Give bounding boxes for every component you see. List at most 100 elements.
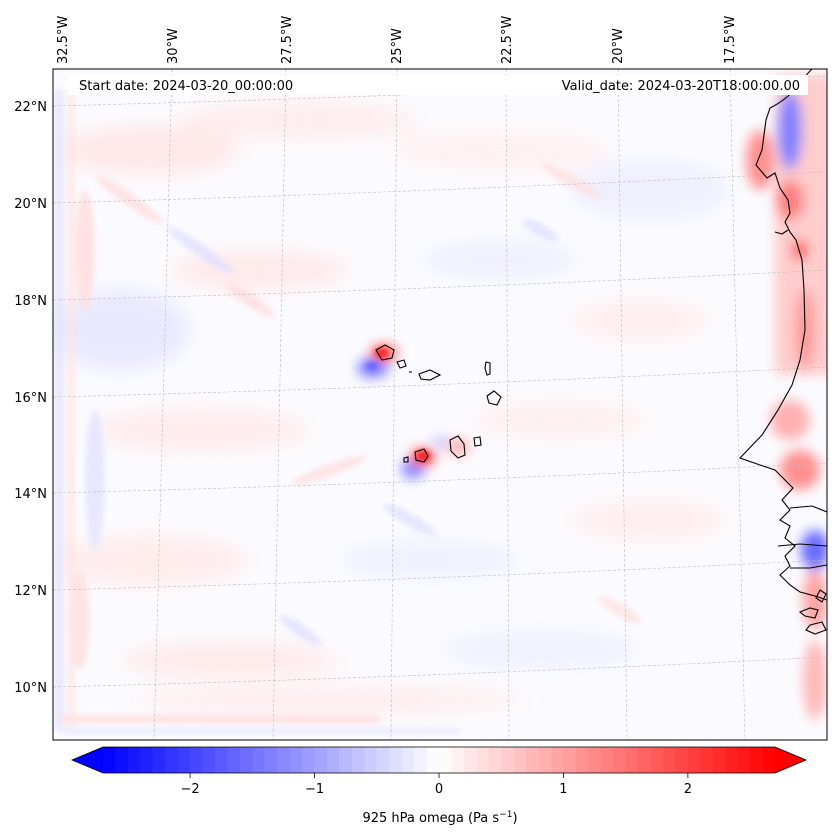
colorbar-segment (264, 747, 278, 773)
colorbar-segment (127, 747, 141, 773)
island-santiago (449, 435, 466, 459)
latitude-labels: 22°N 20°N 18°N 16°N 14°N 12°N 10°N (14, 100, 47, 696)
lon-label: 32.5°W (56, 16, 71, 64)
colorbar-segment (737, 747, 751, 773)
colorbar-segment (314, 747, 328, 773)
colorbar-outline (70, 746, 808, 774)
colorbar-segment (588, 747, 602, 773)
colorbar-segment (239, 747, 253, 773)
colorbar-title-close: ) (512, 811, 517, 826)
colorbar-segment (700, 747, 714, 773)
colorbar-segment (575, 747, 589, 773)
colorbar-extend-max (775, 747, 806, 773)
colorbar-segment (364, 747, 378, 773)
lat-label: 18°N (14, 294, 47, 309)
colorbar-segment (513, 747, 527, 773)
lat-label: 14°N (14, 487, 47, 502)
lon-label: 17.5°W (723, 16, 738, 64)
colorbar-segment (327, 747, 340, 773)
colorbar-tick-label: 0 (435, 782, 443, 797)
colorbar-title-main: 925 hPa omega (Pa s (362, 811, 499, 826)
colorbar-segment (613, 747, 627, 773)
colorbar-segment (538, 747, 552, 773)
colorbar-segment (227, 747, 241, 773)
colorbar: −2 −1 0 1 2 925 hPa omega (Pa s−1) (70, 746, 808, 826)
colorbar-tick-label: 1 (559, 782, 567, 797)
date-banner (68, 75, 808, 95)
colorbar-segment (451, 747, 465, 773)
colorbar-segment (389, 747, 403, 773)
colorbar-segment (725, 747, 739, 773)
colorbar-segment (376, 747, 390, 773)
colorbar-segment (277, 747, 291, 773)
map-panel: Start date: 2024-03-20_00:00:00 Valid_da… (53, 69, 827, 740)
colorbar-segment (501, 747, 515, 773)
africa-coastline (739, 69, 827, 601)
lat-label: 10°N (14, 681, 47, 696)
lon-label: 20°W (611, 28, 626, 64)
colorbar-segment (762, 747, 776, 773)
gridlines (53, 69, 827, 740)
colorbar-segment (563, 747, 577, 773)
colorbar-segment (551, 747, 564, 773)
start-date-label: Start date: 2024-03-20_00:00:00 (79, 79, 293, 94)
island-boa-vista (486, 390, 502, 406)
colorbar-segment (675, 747, 689, 773)
colorbar-extend-min (72, 747, 103, 773)
colorbar-segments (103, 747, 776, 773)
colorbar-segment (289, 747, 303, 773)
lon-label: 25°W (390, 28, 405, 64)
colorbar-segment (663, 747, 676, 773)
colorbar-tick-label: −2 (181, 782, 200, 797)
lat-label: 16°N (14, 391, 47, 406)
colorbar-segment (202, 747, 216, 773)
colorbar-segment (414, 747, 427, 773)
colorbar-segment (215, 747, 228, 773)
colorbar-tick-label: 2 (684, 782, 692, 797)
island-sal (484, 361, 491, 376)
island-santo-antao (375, 344, 395, 361)
colorbar-segment (140, 747, 154, 773)
colorbar-segment (439, 747, 452, 773)
island-sao-vicente (396, 359, 407, 369)
omega-field (53, 75, 827, 734)
colorbar-segment (712, 747, 726, 773)
colorbar-segment (476, 747, 490, 773)
longitude-labels: 32.5°W 30°W 27.5°W 25°W 22.5°W 20°W 17.5… (56, 16, 738, 64)
coastlines (739, 69, 827, 635)
colorbar-segment (190, 747, 203, 773)
colorbar-segment (463, 747, 477, 773)
lon-label: 22.5°W (500, 16, 515, 64)
colorbar-segment (625, 747, 639, 773)
colorbar-segment (339, 747, 353, 773)
colorbar-segment (401, 747, 415, 773)
colorbar-segment (302, 747, 315, 773)
colorbar-segment (177, 747, 191, 773)
lat-label: 22°N (14, 100, 47, 115)
lat-label: 20°N (14, 197, 47, 212)
colorbar-segment (488, 747, 502, 773)
map-frame (52, 68, 828, 741)
island-brava (403, 456, 409, 463)
island-maio (473, 436, 482, 447)
colorbar-segment (750, 747, 763, 773)
colorbar-segment (152, 747, 166, 773)
island-sao-nicolau (418, 369, 442, 381)
lon-label: 30°W (166, 28, 181, 64)
colorbar-segment (650, 747, 664, 773)
island-fogo (414, 448, 429, 463)
colorbar-ticks: −2 −1 0 1 2 (181, 773, 692, 797)
colorbar-segment (426, 747, 440, 773)
colorbar-title-exponent: −1 (499, 810, 512, 820)
colorbar-segment (103, 747, 116, 773)
valid-date-label: Valid_date: 2024-03-20T18:00:00.00 (562, 79, 800, 94)
colorbar-segment (638, 747, 651, 773)
colorbar-segment (165, 747, 179, 773)
colorbar-segment (115, 747, 129, 773)
colorbar-segment (252, 747, 266, 773)
lat-label: 12°N (14, 584, 47, 599)
colorbar-segment (687, 747, 701, 773)
colorbar-tick-label: −1 (305, 782, 324, 797)
lon-label: 27.5°W (280, 16, 295, 64)
